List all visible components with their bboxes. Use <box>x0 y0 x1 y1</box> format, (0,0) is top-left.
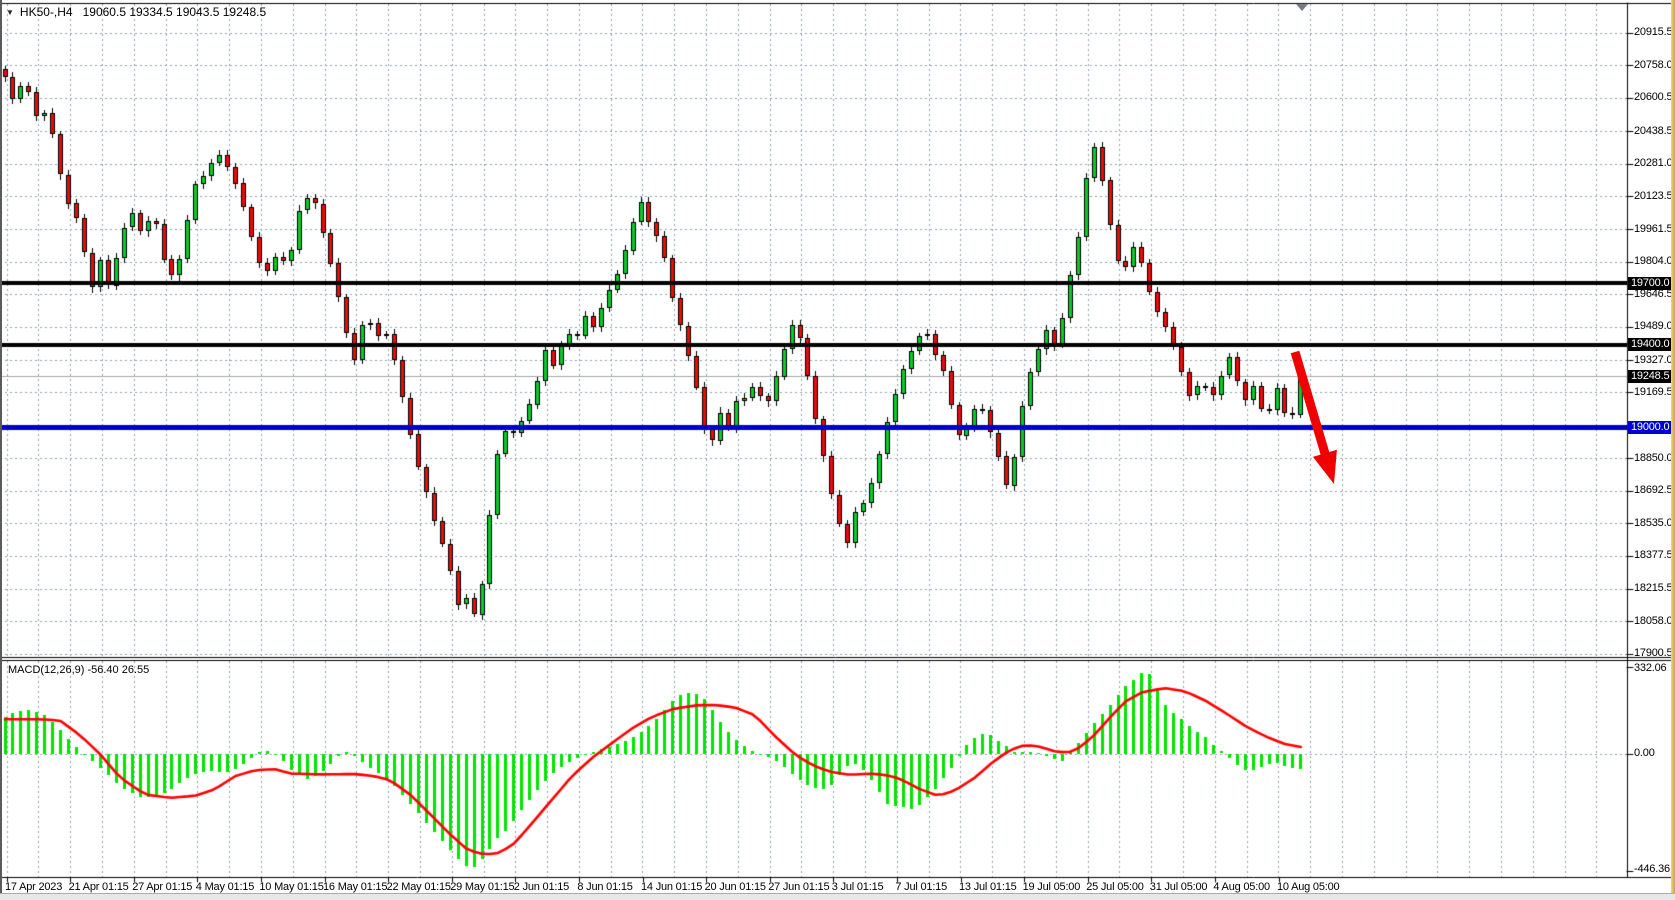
price-axis-label: 18535.0 <box>1634 516 1673 529</box>
time-axis-label: 4 Aug 05:00 <box>1213 881 1270 893</box>
time-axis-label: 10 Aug 05:00 <box>1277 881 1340 893</box>
price-axis-label: 17900.5 <box>1634 647 1673 660</box>
macd-axis-min-label: -446.36 <box>1634 863 1670 875</box>
price-level-badge: 19248.5 <box>1628 369 1675 383</box>
macd-axis-zero-label: 0.00 <box>1634 747 1655 760</box>
price-axis-label: 18377.5 <box>1634 549 1673 561</box>
price-level-badge: 19700.0 <box>1628 276 1675 290</box>
time-axis-label: 2 Jun 01:15 <box>513 881 570 893</box>
time-axis-label: 25 Jul 05:00 <box>1086 881 1144 893</box>
price-axis-label: 20758.0 <box>1634 58 1673 71</box>
time-axis-label: 19 Jul 05:00 <box>1022 881 1081 893</box>
price-axis-label: 20600.5 <box>1634 91 1673 104</box>
price-axis-label: 18215.5 <box>1634 582 1673 595</box>
symbol-dropdown-icon[interactable]: ▼ <box>6 8 14 17</box>
price-axis-label: 19169.5 <box>1634 385 1673 398</box>
price-level-badge: 19400.0 <box>1628 338 1675 352</box>
time-axis-label: 17 Apr 2023 <box>5 881 63 893</box>
time-axis-label: 13 Jul 01:15 <box>959 881 1017 893</box>
time-axis-label: 22 May 01:15 <box>386 881 451 893</box>
time-axis-label: 3 Jul 01:15 <box>831 881 884 893</box>
price-axis-label: 19961.5 <box>1634 222 1673 235</box>
price-axis-label: 20438.5 <box>1634 124 1673 137</box>
ohlc-values: 19060.5 19334.5 19043.5 19248.5 <box>82 5 267 19</box>
window-left-edge <box>0 0 2 893</box>
time-axis-label: 27 Jun 01:15 <box>768 881 830 893</box>
macd-indicator-label: MACD(12,26,9) -56.40 26.55 <box>8 664 150 676</box>
time-axis-label: 8 Jun 01:15 <box>577 881 633 893</box>
symbol-period-label: HK50-,H4 <box>19 5 73 19</box>
chart-title: ▼ HK50-,H4 19060.5 19334.5 19043.5 19248.5 <box>6 5 266 19</box>
price-axis-label: 19646.5 <box>1634 287 1673 300</box>
macd-axis-max-label: 332.06 <box>1634 662 1667 674</box>
price-axis-label: 20281.0 <box>1634 157 1673 170</box>
time-axis-label: 27 Apr 01:15 <box>132 881 193 893</box>
price-axis-label: 19327.0 <box>1634 353 1673 366</box>
price-axis-label: 20915.5 <box>1634 26 1673 39</box>
window-bottom-edge <box>0 893 1675 900</box>
price-axis-label: 18692.5 <box>1634 484 1673 497</box>
price-axis-label: 18850.0 <box>1634 451 1673 464</box>
chart-shift-marker[interactable] <box>1296 4 1308 11</box>
time-axis-label: 4 May 01:15 <box>195 881 255 893</box>
price-axis-label: 20123.5 <box>1634 189 1673 202</box>
time-axis-label: 10 May 01:15 <box>259 881 324 893</box>
window-right-edge[interactable] <box>1671 0 1675 893</box>
time-axis-label: 7 Jul 01:15 <box>895 881 948 893</box>
time-axis-label: 21 Apr 01:15 <box>68 881 129 893</box>
time-axis-label: 16 May 01:15 <box>323 881 388 893</box>
price-axis-label: 19804.0 <box>1634 255 1673 268</box>
time-axis-label: 14 Jun 01:15 <box>641 881 703 893</box>
time-axis-label: 20 Jun 01:15 <box>704 881 766 893</box>
time-axis-label: 31 Jul 05:00 <box>1149 881 1208 893</box>
price-axis-label: 18058.0 <box>1634 614 1673 627</box>
price-axis-label: 19489.0 <box>1634 320 1673 333</box>
price-level-badge: 19000.0 <box>1628 420 1675 434</box>
time-axis-label: 29 May 01:15 <box>450 881 515 893</box>
